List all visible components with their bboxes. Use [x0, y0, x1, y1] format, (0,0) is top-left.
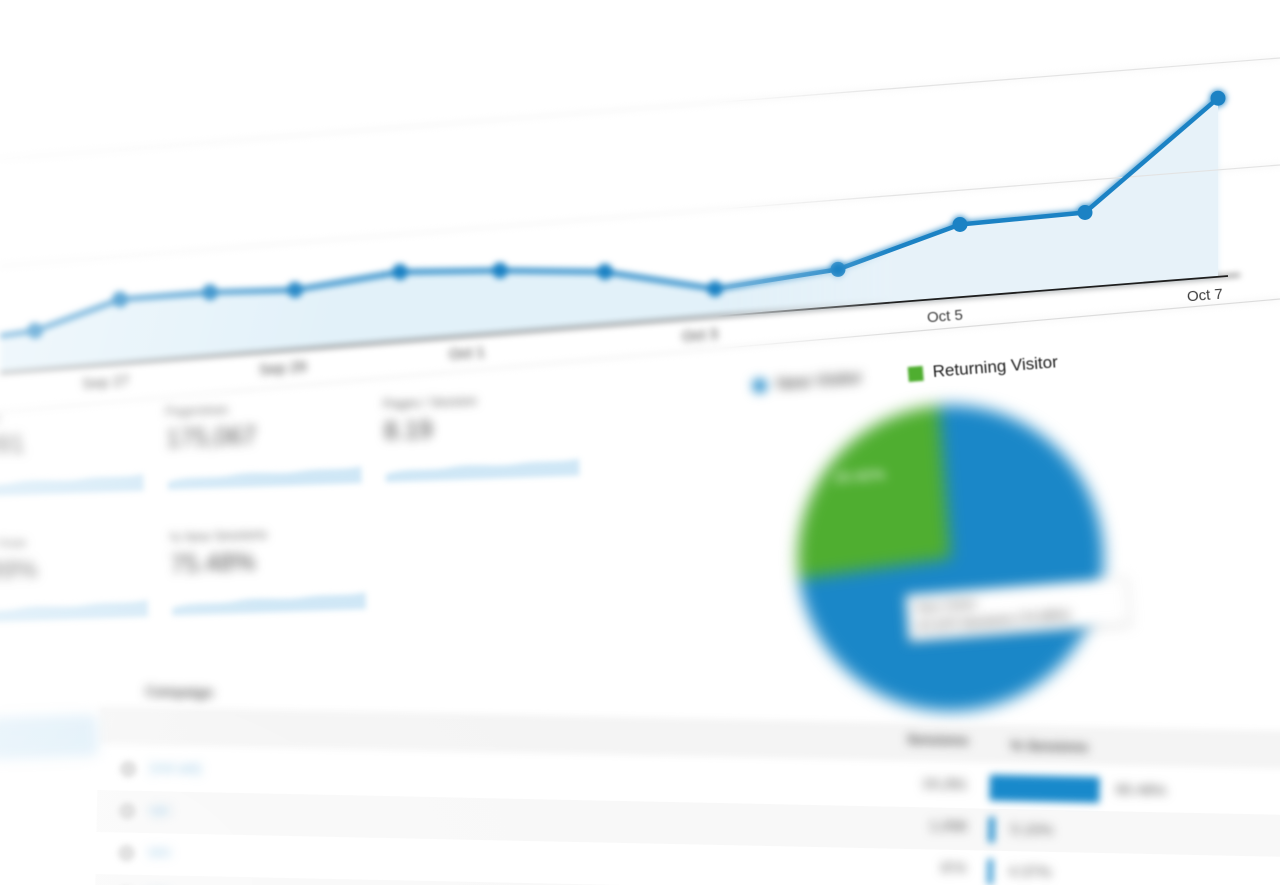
data-point[interactable] — [1210, 90, 1226, 106]
pct-sessions-value: 5.15% — [1010, 821, 1054, 839]
metric-value: 8.19 — [383, 415, 434, 446]
pie-chart[interactable] — [786, 393, 1116, 723]
pct-sessions-value: 90.48% — [1115, 781, 1167, 800]
data-point[interactable] — [492, 262, 508, 278]
pct-sessions-bar — [988, 816, 995, 843]
pct-sessions-bar — [987, 858, 994, 885]
data-point[interactable] — [392, 264, 408, 280]
table-header-pct-sessions[interactable]: % Sessions — [1010, 737, 1089, 755]
sessions-value: 974 — [940, 859, 966, 878]
sessions-value: 19,281 — [921, 775, 968, 794]
sparkline — [0, 599, 149, 624]
x-axis-tick-label: Oct 5 — [926, 306, 964, 327]
returning-visitor-swatch-icon — [907, 365, 924, 382]
data-point[interactable] — [952, 216, 968, 232]
metric-label: Bounce Rate — [0, 534, 28, 553]
metric-value: 175,067 — [165, 421, 257, 453]
pct-sessions-value: 4.37% — [1008, 863, 1052, 881]
legend-item-new-visitor[interactable]: New Visitor — [752, 368, 863, 397]
data-point[interactable] — [112, 291, 128, 307]
data-point[interactable] — [1077, 204, 1093, 220]
data-point[interactable] — [830, 261, 846, 277]
metric-label: Sessions — [0, 405, 141, 427]
metric-label: % New Sessions — [169, 526, 268, 545]
legend-item-returning-visitor[interactable]: Returning Visitor — [907, 352, 1058, 384]
pct-sessions-bar — [989, 774, 1100, 803]
campaign-link[interactable]: cpc — [148, 801, 171, 818]
new-visitor-swatch-icon — [752, 378, 768, 394]
metric-tile: % New Sessions 75.48% — [157, 523, 378, 617]
sparkline — [0, 473, 144, 498]
data-point[interactable] — [202, 284, 218, 300]
x-axis-tick-label: Oct 1 — [448, 343, 486, 364]
campaign-link[interactable]: seo — [147, 843, 171, 860]
metric-tile: Pageviews 175,067 — [153, 397, 374, 491]
x-axis-tick-label: Oct 7 — [1186, 285, 1224, 306]
sparkline — [171, 592, 367, 616]
table-rows: (not set) 19,281 90.48% cpc 1,098 5.15% seo 974… — [95, 748, 1280, 885]
data-point[interactable] — [287, 282, 303, 298]
data-point[interactable] — [27, 323, 43, 339]
metric-row: Bounce Rate 39.99% % New Sessions 75.48% — [0, 512, 682, 624]
x-axis-tick-label: Oct 3 — [681, 325, 719, 346]
row-checkbox-icon[interactable] — [117, 844, 136, 862]
table-header-campaign[interactable]: Campaign — [145, 682, 214, 701]
legend-label: New Visitor — [775, 367, 863, 394]
sparkline — [167, 466, 362, 490]
metric-tile: Bounce Rate 39.99% — [0, 530, 160, 624]
data-point[interactable] — [597, 264, 613, 280]
metric-value: 75,991 — [0, 429, 26, 461]
metric-tile: Pages / Session 8.19 — [371, 389, 592, 483]
legend-label: Returning Visitor — [931, 352, 1059, 382]
row-checkbox-icon[interactable] — [119, 760, 137, 778]
data-point[interactable] — [707, 281, 723, 297]
metric-value: 75.48% — [169, 547, 256, 579]
campaign-table: Campaign Sessions % Sessions (not set) 19… — [95, 660, 1280, 885]
dimension-pill[interactable] — [0, 714, 99, 760]
metric-value: 39.99% — [0, 555, 38, 587]
sparkline — [385, 458, 580, 483]
sessions-value: 1,098 — [928, 817, 967, 836]
row-checkbox-icon[interactable] — [118, 802, 137, 820]
campaign-link[interactable]: (not set) — [149, 759, 202, 777]
